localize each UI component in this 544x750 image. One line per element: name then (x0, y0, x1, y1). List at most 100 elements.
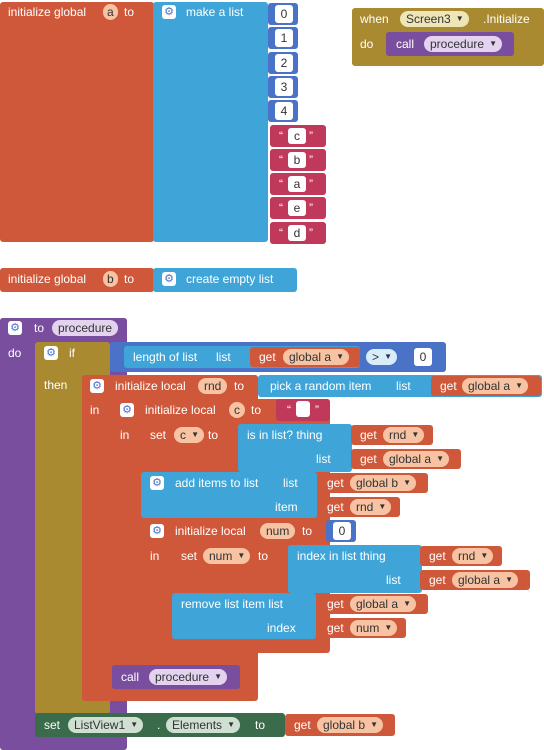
number-field[interactable]: 2 (275, 53, 293, 72)
local-var-name-field[interactable]: c (229, 402, 245, 418)
create-empty-list-label: create empty list (186, 272, 274, 286)
chevron-down-icon: ▼ (237, 551, 246, 560)
variable-dropdown[interactable]: num ▼ (203, 548, 251, 564)
close-quote: ” (309, 177, 313, 192)
variable-dropdown[interactable]: global b ▼ (317, 717, 384, 733)
mutator-gear-icon[interactable]: ⚙ (90, 379, 104, 393)
mutator-gear-icon[interactable]: ⚙ (150, 524, 164, 538)
do-label: do (8, 346, 22, 360)
mutator-gear-icon[interactable]: ⚙ (8, 321, 22, 335)
variable-dropdown[interactable]: num ▼ (350, 620, 398, 636)
chevron-down-icon: ▼ (403, 478, 412, 487)
number-field[interactable]: 0 (333, 522, 351, 540)
variable-name: rnd (458, 549, 476, 563)
text-field[interactable]: d (288, 224, 306, 241)
get-label: get (327, 500, 344, 514)
make-a-list-block[interactable] (153, 2, 268, 242)
variable-dropdown[interactable]: global a ▼ (462, 378, 529, 394)
var-name-field[interactable]: b (103, 271, 118, 287)
number-field[interactable]: 3 (275, 77, 293, 96)
variable-dropdown[interactable]: rnd ▼ (350, 499, 392, 515)
mutator-gear-icon[interactable]: ⚙ (162, 5, 176, 19)
add-items-to-list-block[interactable] (141, 472, 317, 518)
chevron-down-icon: ▼ (378, 502, 387, 511)
init-global-b-block[interactable] (0, 268, 154, 292)
text-field[interactable] (296, 401, 310, 417)
index-in-list-block[interactable] (288, 545, 422, 593)
variable-dropdown[interactable]: rnd ▼ (383, 427, 425, 443)
variable-name: global b (356, 476, 399, 490)
variable-dropdown[interactable]: c ▼ (174, 427, 204, 443)
text-field[interactable]: b (288, 151, 306, 168)
mutator-gear-icon[interactable]: ⚙ (150, 476, 164, 490)
component-dropdown[interactable]: ListView1 ▼ (68, 717, 144, 733)
number-field[interactable]: 0 (275, 5, 293, 23)
chevron-down-icon: ▼ (191, 430, 199, 439)
close-quote: ” (309, 128, 313, 143)
to-label: to (208, 428, 219, 442)
text-field[interactable]: a (288, 176, 306, 193)
get-label: get (327, 476, 344, 490)
variable-dropdown[interactable]: global a ▼ (283, 349, 350, 365)
chevron-down-icon: ▼ (370, 720, 379, 729)
open-quote: “ (279, 177, 283, 192)
component-name: Screen3 (406, 12, 451, 26)
variable-name: num (356, 621, 380, 635)
to-label: to (255, 718, 266, 732)
number-field[interactable]: 1 (275, 29, 293, 48)
chevron-down-icon: ▼ (384, 352, 393, 361)
chevron-down-icon: ▼ (436, 454, 445, 463)
is-in-list-label: is in list? thing (247, 428, 323, 442)
variable-dropdown[interactable]: global b ▼ (350, 475, 417, 491)
variable-dropdown[interactable]: global a ▼ (452, 572, 519, 588)
index-in-list-label: index in list thing (297, 549, 386, 563)
variable-name: rnd (356, 500, 374, 514)
component-name: ListView1 (74, 718, 126, 732)
init-local-label: initialize local (115, 379, 186, 393)
length-of-list-label: length of list (133, 350, 198, 364)
chevron-down-icon: ▼ (455, 14, 464, 23)
get-label: get (360, 428, 377, 442)
variable-dropdown[interactable]: global a ▼ (383, 451, 450, 467)
procedure-name-field[interactable]: procedure (52, 320, 119, 336)
operator-dropdown[interactable]: > ▼ (366, 349, 398, 365)
local-var-name-field[interactable]: rnd (198, 378, 228, 394)
set-label: set (181, 549, 198, 563)
variable-name: global b (323, 718, 366, 732)
to-label: to (234, 379, 245, 393)
component-dropdown[interactable]: Screen3 ▼ (400, 11, 469, 27)
remove-list-item-block[interactable] (172, 593, 316, 639)
in-label: in (120, 428, 130, 442)
mutator-gear-icon[interactable]: ⚙ (162, 272, 176, 286)
close-quote: ” (309, 152, 313, 167)
procedure-dropdown[interactable]: procedure ▼ (424, 36, 503, 52)
get-label: get (327, 621, 344, 635)
mutator-gear-icon[interactable]: ⚙ (44, 346, 58, 360)
local-var-name-field[interactable]: num (260, 523, 296, 539)
property-dropdown[interactable]: Elements ▼ (166, 717, 241, 733)
variable-name: c (180, 428, 186, 442)
mutator-gear-icon[interactable]: ⚙ (120, 403, 134, 417)
get-label: get (327, 597, 344, 611)
variable-dropdown[interactable]: global a ▼ (350, 596, 417, 612)
procedure-dropdown[interactable]: procedure ▼ (149, 669, 228, 685)
to-label: to (302, 524, 313, 538)
chevron-down-icon: ▼ (411, 430, 420, 439)
number-field[interactable]: 0 (414, 348, 432, 366)
create-empty-list-block[interactable] (153, 268, 297, 292)
init-global-a-block[interactable] (0, 2, 154, 242)
get-label: get (259, 350, 276, 364)
variable-name: global a (289, 350, 332, 364)
variable-dropdown[interactable]: rnd ▼ (452, 548, 494, 564)
text-field[interactable]: e (288, 200, 306, 217)
operator-symbol: > (372, 350, 380, 364)
close-quote: ” (309, 201, 313, 216)
chevron-down-icon: ▼ (384, 623, 393, 632)
is-in-list-block[interactable] (238, 424, 352, 472)
open-quote: “ (287, 403, 291, 417)
get-label: get (294, 718, 311, 732)
number-field[interactable]: 4 (275, 102, 293, 121)
text-field[interactable]: c (288, 127, 306, 144)
var-name-field[interactable]: a (103, 4, 118, 20)
close-quote: ” (309, 225, 313, 240)
